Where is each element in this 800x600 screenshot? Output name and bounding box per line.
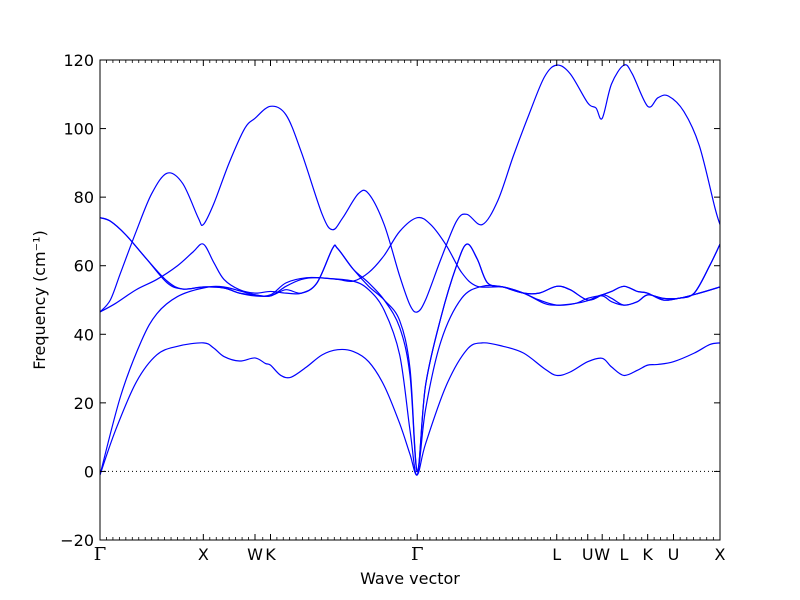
- high-symmetry-label: L: [552, 545, 561, 564]
- plot-background: [100, 60, 720, 540]
- y-axis-label: Frequency (cm⁻¹): [30, 230, 49, 369]
- y-tick-label: 40: [74, 325, 94, 344]
- phonon-branch: [100, 342, 720, 476]
- y-tick-label: 60: [74, 257, 94, 276]
- high-symmetry-label: Γ: [94, 544, 107, 565]
- high-symmetry-label: X: [198, 545, 209, 564]
- high-symmetry-label: U: [668, 545, 680, 564]
- y-tick-label: 20: [74, 394, 94, 413]
- high-symmetry-label: X: [715, 545, 726, 564]
- plot-frame: [99, 59, 721, 541]
- high-symmetry-label: L: [619, 545, 628, 564]
- y-tick-label: 100: [63, 120, 94, 139]
- high-symmetry-label: K: [642, 545, 653, 564]
- y-tick-label: −20: [60, 531, 94, 550]
- high-symmetry-label: W: [594, 545, 610, 564]
- y-tick-label: 0: [84, 462, 94, 481]
- x-axis-label: Wave vector: [360, 569, 460, 588]
- high-symmetry-label: W: [247, 545, 263, 564]
- phonon-branch: [100, 243, 720, 473]
- high-symmetry-label: Γ: [411, 544, 424, 565]
- y-tick-label: 80: [74, 188, 94, 207]
- high-symmetry-label: U: [582, 545, 594, 564]
- y-tick-label: 120: [63, 51, 94, 70]
- high-symmetry-label: K: [265, 545, 276, 564]
